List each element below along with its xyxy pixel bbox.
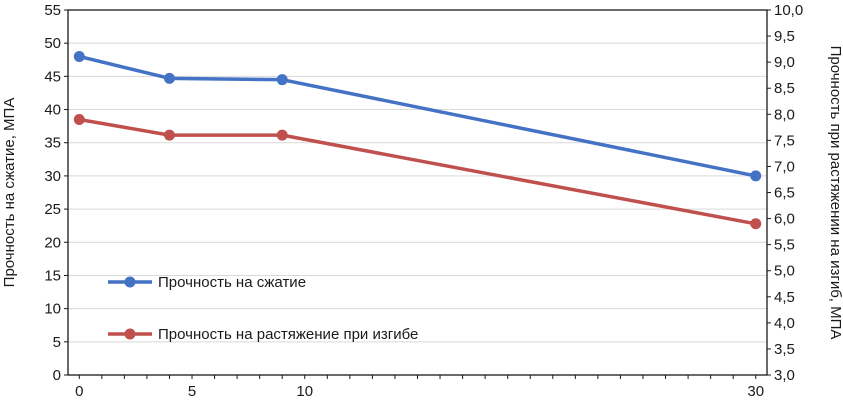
y-right-tick-label: 6,0 [774,211,795,228]
x-tick-label: 10 [296,383,313,400]
y-right-tick-label: 3,5 [774,341,795,358]
y-right-tick-label: 5,0 [774,263,795,280]
y-right-tick-label: 3,0 [774,367,795,384]
y-right-tick-label: 5,5 [774,237,795,254]
y-right-tick-label: 4,5 [774,289,795,306]
legend-item: Прочность на растяжение при изгибе [108,326,418,343]
series-flexural [73,114,762,230]
series-line [77,117,758,226]
plot-border [67,9,768,376]
legend: Прочность на сжатие Прочность на растяжен… [108,274,418,343]
y-left-tick-label: 40 [44,102,61,119]
y-axis-right: 3,0 3,5 4,0 4,5 5,0 5,5 6,0 6,5 7,0 7,5 8,0 8,5 9,0 9… [767,2,803,384]
gridlines [68,9,767,343]
y-right-tick-label: 8,0 [774,106,795,123]
y-axis-left: 0 5 10 15 20 25 30 35 40 45 50 55 [44,2,68,384]
legend-item: Прочность на сжатие [108,274,306,291]
x-axis: 0 5 10 30 [75,375,764,400]
y-right-tick-label: 8,5 [774,80,795,97]
data-point [276,129,288,141]
x-tick-label: 0 [75,383,83,400]
series-compressive [73,50,762,182]
series-line [77,54,758,178]
data-point [163,129,175,141]
y-right-tick-label: 10,0 [774,2,803,19]
y-right-tick-label: 4,0 [774,315,795,332]
legend-marker [124,328,136,340]
x-tick-label: 5 [188,383,196,400]
y-axis-right-title: Прочность при растяжении на изгиб, МПА [827,46,843,340]
legend-label: Прочность на растяжение при изгибе [158,326,418,343]
data-point [163,72,175,84]
data-point [750,170,762,182]
y-right-tick-label: 7,5 [774,132,795,149]
data-point [276,74,288,86]
y-left-tick-label: 30 [44,168,61,185]
y-left-tick-label: 0 [53,367,61,384]
y-left-tick-label: 55 [44,2,61,19]
y-left-tick-label: 25 [44,201,61,218]
y-axis-left-title: Прочность на сжатие, МПА [1,98,18,288]
y-left-tick-label: 50 [44,35,61,52]
legend-label: Прочность на сжатие [158,274,306,291]
y-right-tick-label: 9,5 [774,28,795,45]
data-point [750,218,762,230]
y-left-tick-label: 10 [44,301,61,318]
y-right-tick-label: 7,0 [774,158,795,175]
y-left-tick-label: 5 [53,334,61,351]
x-tick-label: 30 [747,383,764,400]
y-left-tick-label: 20 [44,234,61,251]
y-left-tick-label: 15 [44,267,61,284]
data-point [73,114,85,125]
y-right-tick-label: 6,5 [774,185,795,202]
y-left-tick-label: 45 [44,68,61,85]
legend-marker [124,276,136,288]
y-right-tick-label: 9,0 [774,54,795,71]
y-left-tick-label: 35 [44,135,61,152]
data-point [73,50,85,62]
